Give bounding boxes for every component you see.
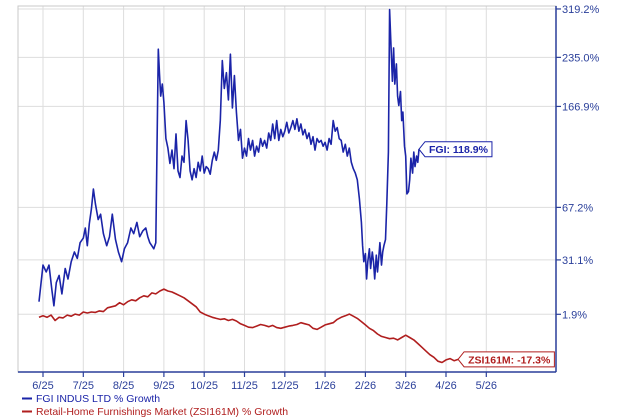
series-layer: [38, 8, 459, 364]
callout-1: FGI: 118.9%: [418, 141, 493, 158]
x-tick-label: 2/26: [355, 380, 376, 392]
plot-border: [17, 5, 557, 373]
grid: [18, 6, 556, 372]
x-tick-label: 6/25: [32, 380, 53, 392]
callout-2: ZSI161M: -17.3%: [457, 351, 555, 368]
legend-label: FGI INDUS LTD % Growth: [36, 393, 160, 405]
y-tick-label: 166.9%: [562, 101, 600, 113]
x-tick-label: 1/26: [314, 380, 335, 392]
callout-label: ZSI161M: -17.3%: [468, 354, 551, 366]
x-tick-label: 12/25: [271, 380, 299, 392]
callout-label: FGI: 118.9%: [429, 144, 489, 156]
y-tick-label: 319.2%: [562, 4, 600, 16]
x-tick-label: 3/26: [395, 380, 416, 392]
series-line-2: [38, 288, 459, 364]
x-tick-label: 11/25: [231, 380, 258, 392]
x-tick-label: 7/25: [73, 380, 94, 392]
callouts: FGI: 118.9% ZSI161M: -17.3%: [418, 141, 555, 368]
x-tick-label: 8/25: [113, 380, 134, 392]
legend-label: Retail-Home Furnishings Market (ZSI161M)…: [36, 406, 288, 418]
x-tick-label: 4/26: [435, 380, 456, 392]
x-tick-label: 5/26: [476, 380, 497, 392]
y-tick-label: 235.0%: [562, 52, 600, 64]
callout-box: [418, 141, 493, 158]
y-tick-label: 67.2%: [562, 202, 593, 214]
series-line-1: [38, 8, 420, 307]
x-axis-ticks: 6/25 7/25 8/25 9/25 10/25 11/25 12/25 1/26 2/26 3…: [32, 372, 497, 392]
y-axis-ticks: 319.2% 235.0% 166.9% 67.2% 31.1% 1.9%: [556, 4, 600, 321]
y-tick-label: 1.9%: [562, 309, 587, 321]
x-tick-label: 10/25: [190, 380, 218, 392]
y-tick-label: 31.1%: [562, 255, 593, 267]
callout-box: [457, 351, 555, 368]
plot-frame: [17, 5, 557, 373]
x-tick-label: 9/25: [153, 380, 174, 392]
